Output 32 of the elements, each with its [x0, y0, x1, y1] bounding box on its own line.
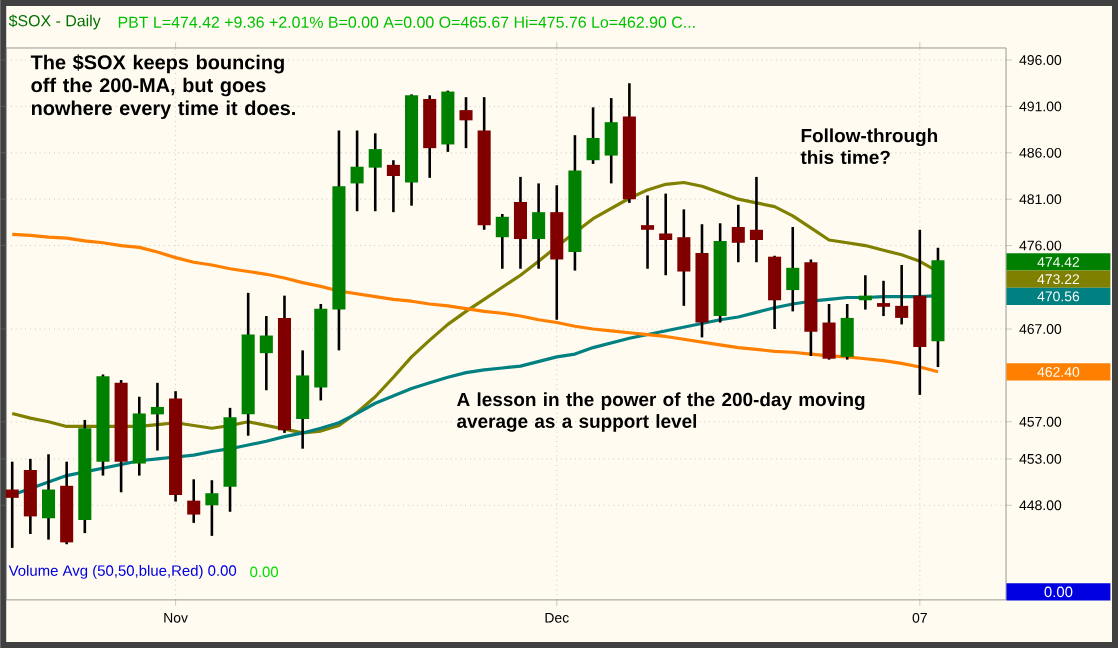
- candlestick: [895, 263, 909, 326]
- candlestick: [23, 457, 37, 536]
- candlestick: [604, 96, 618, 185]
- candlestick: [550, 184, 564, 322]
- candlestick: [41, 453, 56, 541]
- candlestick: [296, 349, 310, 451]
- candlestick: [150, 381, 164, 452]
- candlestick: [586, 106, 600, 166]
- candlestick: [876, 279, 891, 318]
- candlestick: [513, 175, 527, 271]
- annotation: The $SOX keeps bouncing off the 200-MA, but goes nowhere every time it does.: [30, 54, 295, 120]
- candlestick: [840, 302, 854, 361]
- candlestick: [205, 478, 219, 538]
- candlestick: [187, 478, 201, 525]
- candlestick: [259, 314, 273, 392]
- candlestick: [731, 203, 745, 264]
- candlestick: [386, 158, 400, 214]
- candlestick: [350, 129, 364, 213]
- candlestick: [5, 460, 19, 550]
- candlestick: [368, 132, 382, 213]
- candlestick: [677, 208, 691, 308]
- candlestick: [786, 225, 800, 313]
- candlestick: [768, 254, 782, 331]
- candlestick: [495, 212, 509, 271]
- candlestick: [641, 194, 655, 271]
- candlestick: [659, 192, 673, 277]
- candlestick: [822, 302, 836, 361]
- candlestick: [749, 175, 763, 264]
- candlestick: [459, 95, 473, 150]
- candlestick: [532, 182, 546, 271]
- annotation: Follow-through this time?: [800, 128, 938, 165]
- annotation: A lesson in the power of the 200-day moving average as a support level: [457, 392, 865, 432]
